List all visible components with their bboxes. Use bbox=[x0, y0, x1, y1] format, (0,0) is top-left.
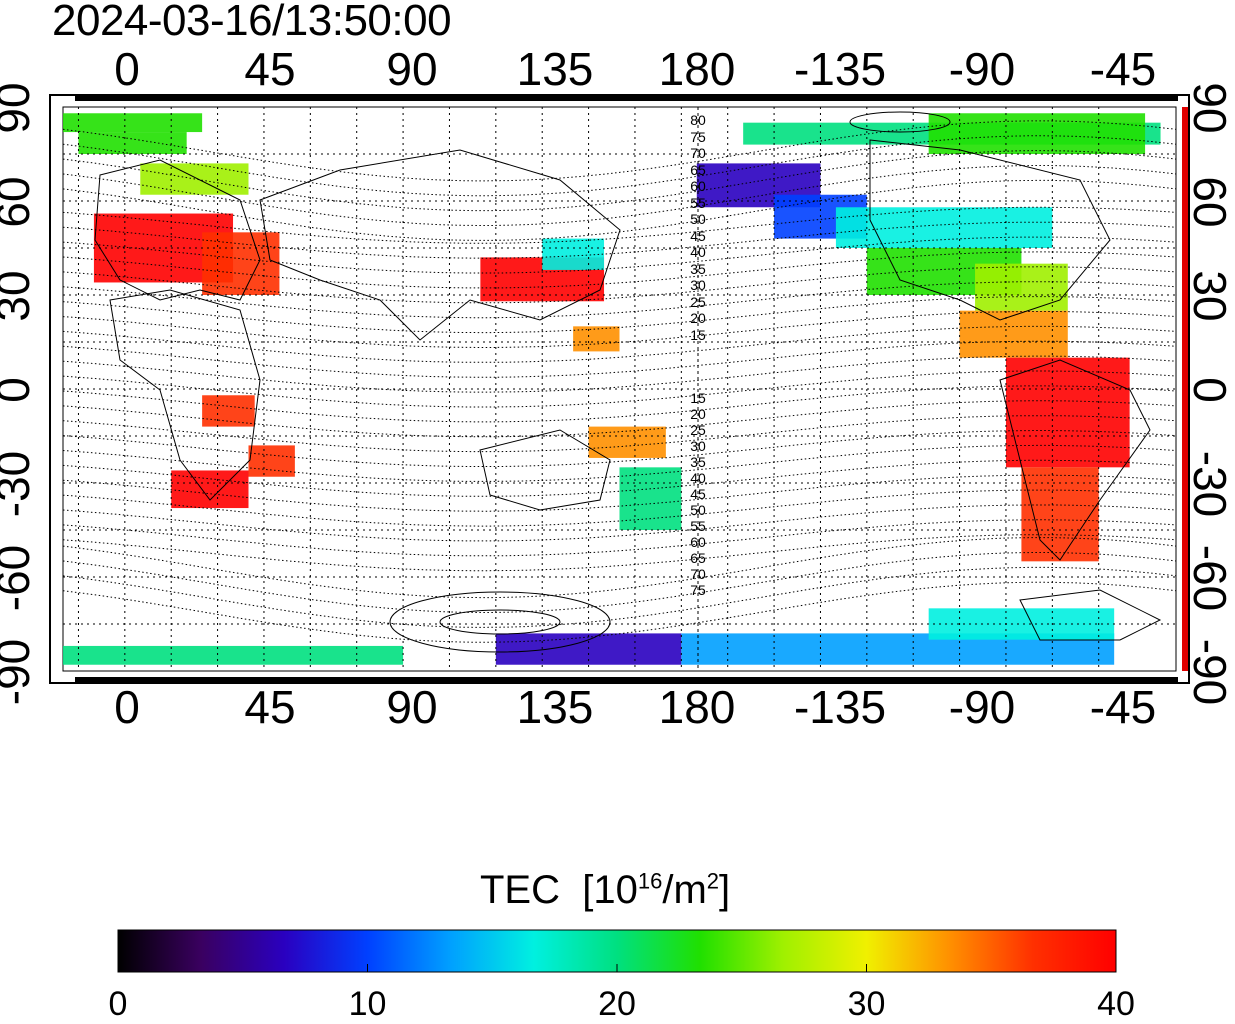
lat-tick-left: -30 bbox=[0, 450, 39, 518]
lon-tick-top: -45 bbox=[1089, 43, 1157, 95]
contour-label: 40 bbox=[690, 470, 706, 486]
lon-tick-top: -90 bbox=[948, 43, 1016, 95]
colorbar-tick-label: 10 bbox=[348, 985, 387, 1023]
contour-label: 35 bbox=[690, 454, 706, 470]
colorbar-tick-label: 0 bbox=[108, 985, 128, 1023]
lat-tick-left: -60 bbox=[0, 544, 39, 612]
lat-tick-right: 60 bbox=[1184, 176, 1235, 228]
lon-tick-bottom: 0 bbox=[114, 681, 140, 733]
contour-label: 20 bbox=[690, 406, 706, 422]
lat-tick-left: 60 bbox=[0, 176, 39, 228]
colorbar-tick-label: 20 bbox=[598, 985, 636, 1023]
lat-tick-left: -90 bbox=[0, 638, 39, 706]
lon-tick-bottom: 90 bbox=[386, 681, 438, 733]
lat-tick-right: 0 bbox=[1184, 377, 1235, 403]
lon-tick-bottom: 135 bbox=[516, 681, 594, 733]
timestamp-title: 2024-03-16/13:50:00 bbox=[52, 0, 452, 45]
contour-label: 35 bbox=[690, 260, 706, 277]
colorbar-quantity: TEC bbox=[480, 868, 560, 912]
contour-label: 55 bbox=[690, 518, 706, 534]
contour-label: 15 bbox=[690, 326, 706, 343]
contour-label: 65 bbox=[690, 161, 706, 178]
lat-tick-right: -30 bbox=[1184, 450, 1235, 518]
contour-label: 25 bbox=[690, 293, 706, 310]
contour-label: 45 bbox=[690, 227, 706, 244]
lon-tick-bottom: -90 bbox=[948, 681, 1016, 733]
lon-tick-bottom: 45 bbox=[244, 681, 296, 733]
lat-tick-left: 90 bbox=[0, 82, 39, 134]
contour-label: 50 bbox=[690, 211, 706, 227]
contour-label: 15 bbox=[690, 390, 706, 406]
contour-label: 50 bbox=[690, 502, 706, 518]
contour-label: 75 bbox=[690, 582, 706, 598]
colorbar-unit: [1016/m2] bbox=[582, 868, 731, 912]
lon-tick-top: 180 bbox=[658, 43, 736, 95]
lat-tick-right: -60 bbox=[1184, 544, 1235, 612]
contour-label: 20 bbox=[690, 310, 706, 326]
contour-label: 70 bbox=[690, 145, 706, 161]
lon-tick-bottom: 180 bbox=[658, 681, 736, 733]
lon-tick-top: 135 bbox=[516, 43, 594, 95]
map-plot-area bbox=[49, 94, 1190, 684]
lon-tick-bottom: -45 bbox=[1089, 681, 1157, 733]
colorbar-tick-label: 40 bbox=[1097, 985, 1135, 1023]
lon-tick-bottom: -135 bbox=[793, 681, 887, 733]
contour-label: 45 bbox=[690, 486, 706, 502]
contour-label: 30 bbox=[690, 438, 706, 454]
contour-label: 25 bbox=[690, 422, 706, 438]
colorbar-title: TEC [1016/m2] bbox=[480, 868, 730, 913]
lat-tick-right: 90 bbox=[1184, 82, 1235, 134]
contour-label: 55 bbox=[690, 194, 706, 211]
colorbar-tick-label: 30 bbox=[847, 985, 886, 1023]
lon-tick-top: 90 bbox=[386, 43, 438, 95]
contour-label: 65 bbox=[690, 550, 706, 566]
tec-colorbar bbox=[117, 929, 1117, 973]
lat-tick-right: 30 bbox=[1184, 270, 1235, 322]
lat-tick-left: 30 bbox=[0, 270, 39, 322]
lon-tick-top: 0 bbox=[114, 43, 140, 95]
contour-label: 30 bbox=[690, 277, 706, 293]
contour-label: 75 bbox=[690, 128, 706, 145]
lat-tick-left: 0 bbox=[0, 345, 40, 435]
contour-label: 60 bbox=[690, 178, 706, 194]
contour-label: 80 bbox=[690, 112, 706, 128]
contour-label: 70 bbox=[690, 566, 706, 582]
lat-tick-right: -90 bbox=[1184, 638, 1235, 706]
lon-tick-top: 45 bbox=[244, 43, 296, 95]
contour-label: 60 bbox=[690, 534, 706, 550]
lon-tick-top: -135 bbox=[793, 43, 887, 95]
contour-label: 40 bbox=[690, 244, 706, 260]
